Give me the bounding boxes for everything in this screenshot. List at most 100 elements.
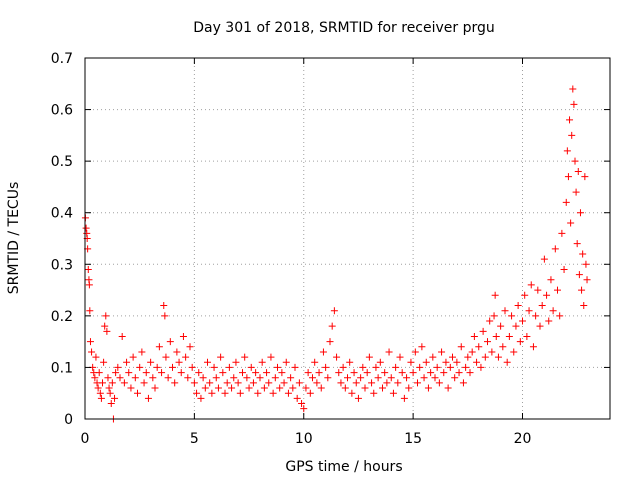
data-point-marker: [385, 348, 393, 356]
data-point-marker: [304, 369, 312, 377]
data-point-marker: [374, 374, 382, 382]
data-point-marker: [214, 384, 222, 392]
data-point-marker: [127, 384, 135, 392]
data-point-marker: [134, 389, 141, 397]
points-layer: [81, 85, 591, 423]
data-point-marker: [534, 286, 542, 294]
y-tick-label: 0.1: [51, 360, 73, 376]
data-point-marker: [116, 374, 124, 382]
data-point-marker: [108, 379, 116, 387]
data-point-marker: [547, 276, 555, 284]
data-point-marker: [540, 255, 548, 263]
data-point-marker: [519, 317, 526, 325]
data-point-marker: [232, 358, 240, 366]
data-point-marker: [449, 353, 456, 361]
data-point-marker: [99, 379, 106, 387]
data-point-marker: [101, 322, 109, 330]
data-point-marker: [219, 369, 227, 377]
data-point-marker: [91, 374, 99, 382]
data-point-marker: [258, 358, 266, 366]
data-point-marker: [459, 379, 467, 387]
data-point-marker: [217, 353, 225, 361]
x-tick-label: 5: [190, 431, 199, 447]
data-point-marker: [464, 353, 472, 361]
data-point-marker: [223, 379, 231, 387]
data-point-marker: [131, 374, 139, 382]
data-point-marker: [88, 348, 96, 356]
data-point-marker: [295, 379, 303, 387]
data-point-marker: [352, 379, 360, 387]
data-point-marker: [204, 358, 211, 366]
data-point-marker: [532, 312, 540, 320]
data-point-marker: [357, 374, 365, 382]
data-point-marker: [160, 302, 168, 310]
data-point-marker: [512, 322, 520, 330]
data-point-marker: [551, 245, 559, 253]
data-point-marker: [142, 369, 150, 377]
data-point-marker: [245, 384, 253, 392]
y-tick-label: 0.3: [51, 257, 73, 273]
data-point-marker: [94, 384, 102, 392]
data-point-marker: [221, 389, 229, 397]
data-point-marker: [572, 188, 580, 196]
data-point-marker: [492, 332, 500, 340]
data-point-marker: [545, 317, 553, 325]
data-point-marker: [486, 317, 494, 325]
data-point-marker: [274, 363, 281, 371]
data-point-marker: [568, 131, 576, 139]
data-point-marker: [177, 369, 185, 377]
data-point-marker: [346, 358, 354, 366]
data-point-marker: [138, 348, 146, 356]
data-point-marker: [225, 363, 233, 371]
data-point-marker: [573, 240, 581, 248]
data-point-marker: [263, 369, 271, 377]
data-point-marker: [173, 348, 181, 356]
data-point-marker: [278, 369, 286, 377]
data-point-marker: [523, 332, 531, 340]
data-point-marker: [179, 332, 187, 340]
data-point-marker: [269, 389, 277, 397]
data-point-marker: [136, 363, 144, 371]
data-point-marker: [574, 167, 582, 175]
data-point-marker: [381, 369, 389, 377]
data-point-marker: [429, 353, 437, 361]
data-point-marker: [324, 374, 332, 382]
data-point-marker: [411, 348, 419, 356]
data-point-marker: [151, 384, 159, 392]
data-point-marker: [289, 384, 297, 392]
x-tick-label: 20: [514, 431, 532, 447]
data-point-marker: [560, 265, 568, 273]
data-point-marker: [311, 358, 319, 366]
data-point-marker: [161, 312, 169, 320]
data-point-marker: [466, 369, 474, 377]
data-point-marker: [86, 338, 94, 346]
data-point-marker: [379, 384, 386, 392]
data-point-marker: [558, 229, 566, 237]
data-point-marker: [578, 286, 586, 294]
data-point-marker: [337, 379, 345, 387]
data-point-marker: [243, 374, 251, 382]
data-point-marker: [252, 369, 260, 377]
data-point-marker: [92, 353, 100, 361]
data-point-marker: [491, 291, 499, 299]
ticks-layer: 0 5 10 15 20 0 0.1 0.2 0.3 0.4 0.5 0.6 0.7: [51, 51, 610, 447]
data-point-marker: [114, 363, 122, 371]
data-point-marker: [571, 157, 579, 165]
data-point-marker: [254, 389, 262, 397]
data-point-marker: [184, 374, 192, 382]
data-point-marker: [111, 394, 119, 402]
data-point-marker: [363, 369, 371, 377]
data-point-marker: [339, 363, 347, 371]
data-point-marker: [256, 374, 264, 382]
y-axis-title: SRMTID / TECUs: [6, 182, 22, 295]
data-point-marker: [188, 363, 196, 371]
data-point-marker: [280, 379, 288, 387]
data-point-marker: [451, 374, 459, 382]
data-point-marker: [361, 384, 369, 392]
data-point-marker: [306, 389, 314, 397]
data-point-marker: [82, 224, 90, 232]
data-point-marker: [554, 286, 561, 294]
data-point-marker: [556, 312, 564, 320]
data-point-marker: [484, 338, 491, 346]
data-point-marker: [398, 369, 406, 377]
